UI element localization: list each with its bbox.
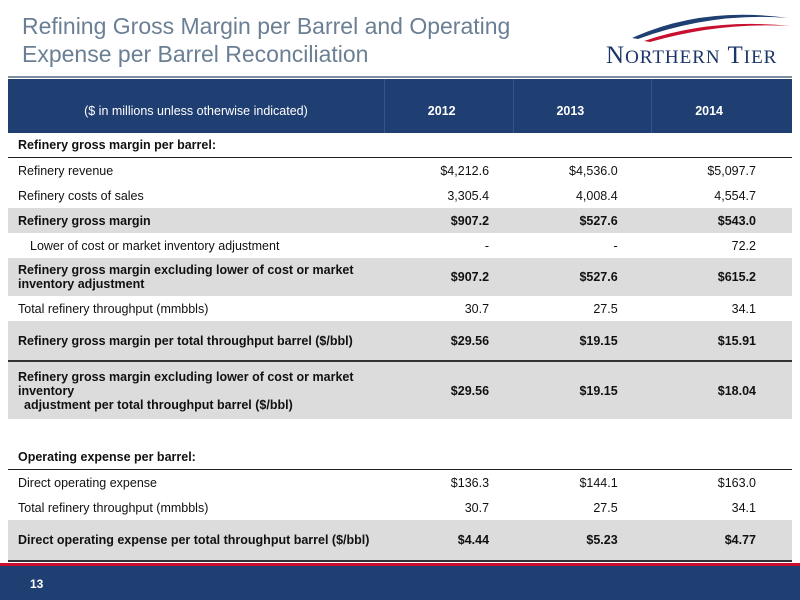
cell-2014: $615.2	[651, 258, 792, 296]
cell-2012: 30.7	[464, 500, 490, 515]
section-heading-opex: Operating expense per barrel:	[8, 445, 792, 470]
row-label: Direct operating expense	[18, 475, 157, 490]
table-row: Refinery gross margin excluding lower of…	[8, 360, 792, 419]
row-label: Refinery gross margin	[8, 208, 385, 233]
row-label: Lower of cost or market inventory adjust…	[30, 238, 280, 253]
row-label: Refinery gross margin per total throughp…	[8, 321, 385, 361]
table-header-row: ($ in millions unless otherwise indicate…	[8, 79, 792, 133]
cell-2012: $907.2	[384, 208, 514, 233]
cell-2012: $4.44	[384, 520, 514, 562]
cell-2012: -	[484, 238, 490, 253]
table-row: Lower of cost or market inventory adjust…	[8, 233, 792, 258]
cell-2013: $4,536.0	[569, 163, 618, 178]
cell-2013: 27.5	[593, 301, 618, 316]
page-number: 13	[30, 577, 44, 591]
cell-2014: 72.2	[731, 238, 756, 253]
cell-2014: $4.77	[651, 520, 792, 562]
northern-tier-logo: NORTHERN TIER	[592, 8, 792, 72]
row-label: Total refinery throughput (mmbbls)	[18, 301, 209, 316]
cell-2013: 4,008.4	[575, 188, 618, 203]
section-heading-margin: Refinery gross margin per barrel:	[8, 133, 792, 158]
logo-wordmark: NORTHERN TIER	[606, 42, 778, 69]
row-label: Refinery costs of sales	[18, 188, 144, 203]
cell-2014: $543.0	[651, 208, 792, 233]
row-label-line-2: adjustment per total throughput barrel (…	[24, 397, 293, 412]
cell-2013: $5.23	[513, 520, 652, 562]
header-2013: 2013	[512, 79, 652, 133]
cell-2013: 27.5	[593, 500, 618, 515]
table-row: Total refinery throughput (mmbbls) 30.7 …	[8, 495, 792, 520]
logo-swoosh-icon	[632, 14, 790, 42]
cell-2014: $5,097.7	[707, 163, 756, 178]
cell-2013: $527.6	[513, 258, 652, 296]
header-2014: 2014	[651, 79, 792, 133]
table-row: Direct operating expense per total throu…	[8, 520, 792, 562]
cell-2014: $18.04	[651, 360, 792, 419]
cell-2012: 30.7	[464, 301, 490, 316]
cell-2014: $163.0	[717, 475, 756, 490]
table-spacer	[8, 419, 792, 445]
row-label: Refinery gross margin excluding lower of…	[8, 258, 385, 296]
row-label: Refinery revenue	[18, 163, 114, 178]
cell-2013: $19.15	[513, 360, 652, 419]
cell-2012: $4,212.6	[440, 163, 490, 178]
cell-2014: 34.1	[731, 301, 756, 316]
row-label: Direct operating expense per total throu…	[8, 520, 385, 562]
cell-2013: -	[613, 238, 618, 253]
row-label: Refinery gross margin excluding lower of…	[8, 360, 385, 419]
cell-2012: 3,305.4	[447, 188, 490, 203]
cell-2013: $19.15	[513, 321, 652, 361]
cell-2014: $15.91	[651, 321, 792, 361]
table-row: Direct operating expense $136.3 $144.1 $…	[8, 470, 792, 496]
row-label-line-1: Refinery gross margin excluding lower of…	[18, 369, 354, 398]
title-divider	[8, 76, 792, 78]
cell-2012: $29.56	[384, 321, 514, 361]
cell-2013: $144.1	[579, 475, 618, 490]
cell-2012: $29.56	[384, 360, 514, 419]
cell-2014: 34.1	[731, 500, 756, 515]
table-row: Refinery gross margin per total throughp…	[8, 321, 792, 361]
row-label: Total refinery throughput (mmbbls)	[18, 500, 209, 515]
table-row: Refinery gross margin $907.2 $527.6 $543…	[8, 208, 792, 233]
footer-bar	[0, 566, 800, 600]
table-row: Refinery gross margin excluding lower of…	[8, 258, 792, 296]
page-title: Refining Gross Margin per Barrel and Ope…	[22, 13, 511, 67]
footer-accent-line	[0, 563, 800, 566]
header-units: ($ in millions unless otherwise indicate…	[8, 79, 385, 133]
cell-2012: $907.2	[384, 258, 514, 296]
header-2012: 2012	[383, 79, 514, 133]
table-row: Total refinery throughput (mmbbls) 30.7 …	[8, 296, 792, 321]
table-row: Refinery revenue $4,212.6 $4,536.0 $5,09…	[8, 158, 792, 184]
cell-2013: $527.6	[513, 208, 652, 233]
table-row: Refinery costs of sales 3,305.4 4,008.4 …	[8, 183, 792, 208]
reconciliation-table: ($ in millions unless otherwise indicate…	[8, 79, 792, 562]
cell-2012: $136.3	[450, 475, 490, 490]
cell-2014: 4,554.7	[714, 188, 756, 203]
